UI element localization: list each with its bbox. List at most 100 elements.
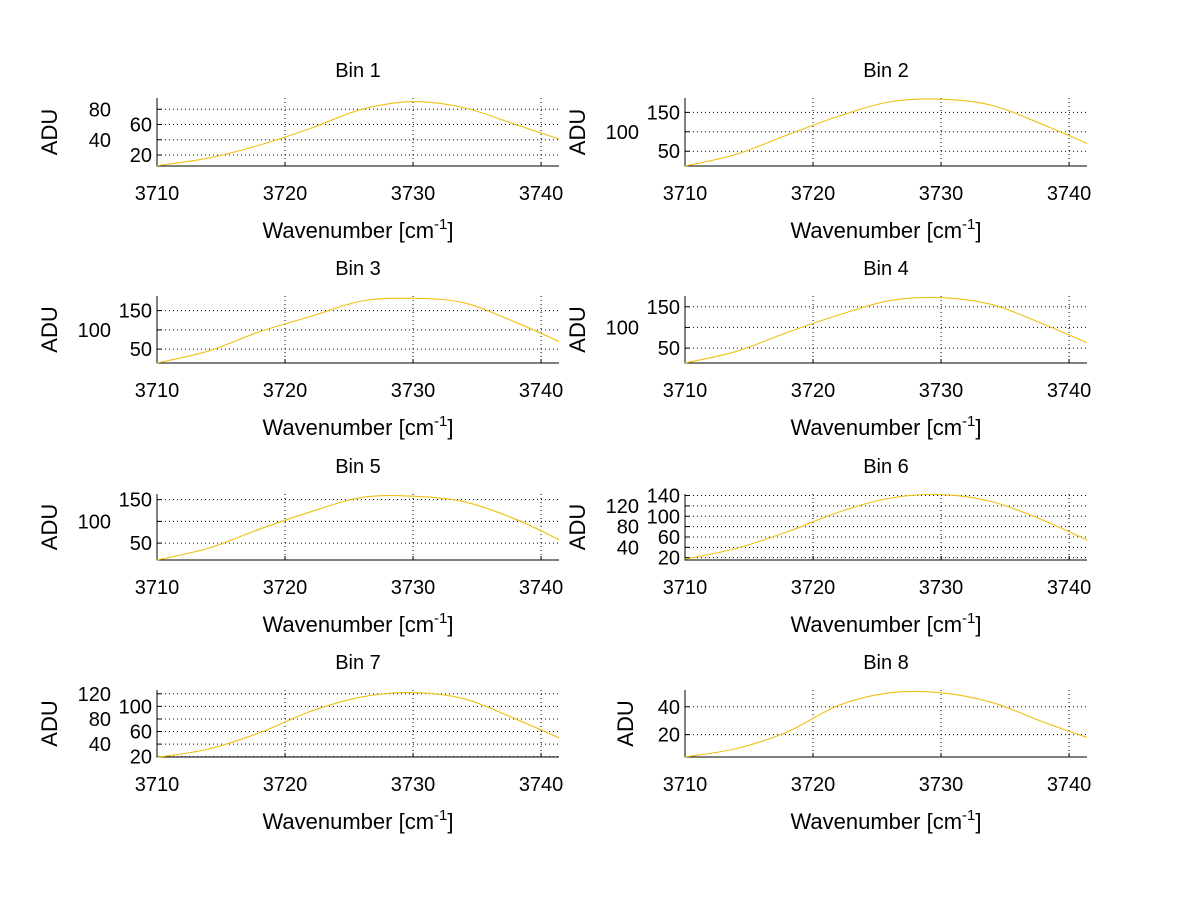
x-tick-label: 3740: [1047, 380, 1092, 402]
y-tick-label: 50: [658, 338, 680, 360]
x-tick-label: 3740: [1047, 183, 1092, 205]
y-axis-label: ADU: [565, 109, 590, 155]
x-axis-label-text: Wavenumber [cm: [262, 218, 434, 243]
x-tick-label: 3740: [519, 380, 564, 402]
axes-frame: [684, 494, 1087, 561]
subplot-bin-6: 3710 3720 3730 3740 20 40 60 80 100 120 140 Bin 6 Wa…: [565, 456, 1091, 637]
y-tick-label: 40: [617, 537, 639, 559]
axes-frame: [156, 494, 559, 561]
y-tick-label: 100: [119, 696, 152, 718]
x-axis-label: Wavenumber [cm-1]: [262, 807, 453, 834]
subplot-bin-1: 3710 3720 3730 3740 20 40 60 80 Bin 1 Wavenumber …: [37, 60, 563, 243]
x-axis-label-superscript: -1: [962, 807, 975, 824]
x-tick-label: 3740: [1047, 577, 1092, 599]
y-tick-label: 50: [130, 533, 152, 555]
y-axis-label: ADU: [37, 109, 62, 155]
x-axis-label: Wavenumber [cm-1]: [262, 216, 453, 243]
x-axis-label-text: Wavenumber [cm: [262, 612, 434, 637]
spectrum-line: [156, 101, 560, 167]
x-axis-label-superscript: -1: [434, 807, 447, 824]
x-tick-label: 3710: [663, 774, 708, 796]
x-tick-label: 3710: [663, 577, 708, 599]
x-tick-label: 3740: [519, 577, 564, 599]
y-tick-label: 80: [617, 517, 639, 539]
x-axis-label-text: Wavenumber [cm: [790, 415, 962, 440]
x-tick-label: 3730: [919, 183, 964, 205]
y-tick-label: 80: [89, 99, 111, 121]
x-tick-label: 3730: [919, 774, 964, 796]
x-tick-label: 3710: [135, 577, 180, 599]
x-tick-label: 3730: [391, 380, 436, 402]
x-tick-label: 3740: [1047, 774, 1092, 796]
x-tick-label: 3720: [791, 577, 836, 599]
axes-frame: [156, 98, 559, 167]
x-tick-label: 3720: [791, 183, 836, 205]
y-tick-label: 100: [78, 320, 111, 342]
subplot-bin-7: 3710 3720 3730 3740 20 40 60 80 100 120 Bin 7 Waven…: [37, 652, 563, 834]
spectrum-line: [156, 691, 560, 758]
subplot-title: Bin 2: [863, 60, 909, 82]
spectrum-line: [684, 98, 1088, 167]
y-tick-label: 60: [658, 527, 680, 549]
y-tick-label: 150: [119, 490, 152, 512]
x-tick-label: 3720: [791, 774, 836, 796]
x-axis-label-superscript: -1: [962, 216, 975, 233]
y-tick-label: 50: [130, 339, 152, 361]
x-axis-label-text: Wavenumber [cm: [790, 809, 962, 834]
y-axis-label: ADU: [613, 700, 638, 746]
y-tick-label: 60: [130, 722, 152, 744]
y-tick-label: 100: [647, 506, 680, 528]
x-axis-label: Wavenumber [cm-1]: [790, 216, 981, 243]
y-axis-label: ADU: [37, 306, 62, 352]
y-tick-label: 20: [130, 747, 152, 769]
spectrum-line: [684, 690, 1088, 758]
spectrum-line: [684, 493, 1088, 560]
axes-frame: [684, 690, 1087, 758]
y-tick-label: 20: [658, 725, 680, 747]
y-tick-label: 120: [78, 684, 111, 706]
x-tick-label: 3710: [135, 774, 180, 796]
y-tick-label: 150: [647, 297, 680, 319]
x-tick-label: 3730: [391, 774, 436, 796]
x-axis-label: Wavenumber [cm-1]: [790, 807, 981, 834]
subplot-bin-5: 3710 3720 3730 3740 50 100 150 Bin 5 Wavenumber …: [37, 456, 563, 637]
x-axis-label-superscript: -1: [962, 610, 975, 627]
y-tick-label: 40: [89, 734, 111, 756]
y-tick-label: 150: [647, 102, 680, 124]
x-axis-label-suffix: ]: [447, 218, 453, 243]
y-tick-label: 100: [606, 122, 639, 144]
x-tick-label: 3720: [263, 380, 308, 402]
x-axis-label-superscript: -1: [434, 413, 447, 430]
spectrum-line: [156, 495, 560, 561]
y-tick-label: 100: [606, 317, 639, 339]
x-axis-label-suffix: ]: [975, 809, 981, 834]
x-axis-label: Wavenumber [cm-1]: [262, 610, 453, 637]
y-tick-label: 40: [89, 130, 111, 152]
spectrum-line: [684, 296, 1088, 364]
y-tick-label: 40: [658, 697, 680, 719]
y-tick-label: 60: [130, 115, 152, 137]
y-tick-label: 120: [606, 496, 639, 518]
x-tick-label: 3730: [919, 380, 964, 402]
x-tick-label: 3720: [263, 577, 308, 599]
subplot-bin-8: 3710 3720 3730 3740 20 40 Bin 8 Wavenumber [cm-…: [613, 652, 1091, 834]
subplot-bin-3: 3710 3720 3730 3740 50 100 150 Bin 3 Wavenumber …: [37, 258, 563, 440]
x-tick-label: 3720: [791, 380, 836, 402]
x-axis-label-suffix: ]: [975, 612, 981, 637]
y-tick-label: 20: [130, 145, 152, 167]
x-tick-label: 3710: [135, 183, 180, 205]
x-tick-label: 3730: [919, 577, 964, 599]
x-tick-label: 3710: [135, 380, 180, 402]
x-tick-label: 3720: [263, 774, 308, 796]
subplot-bin-2: 3710 3720 3730 3740 50 100 150 Bin 2 Wavenumber …: [565, 60, 1091, 243]
subplot-title: Bin 6: [863, 456, 909, 478]
x-axis-label-suffix: ]: [447, 612, 453, 637]
x-tick-label: 3730: [391, 577, 436, 599]
y-axis-label: ADU: [37, 504, 62, 550]
x-axis-label-text: Wavenumber [cm: [262, 415, 434, 440]
y-tick-label: 140: [647, 486, 680, 508]
y-tick-label: 100: [78, 511, 111, 533]
x-axis-label-text: Wavenumber [cm: [790, 612, 962, 637]
x-axis-label-suffix: ]: [447, 415, 453, 440]
